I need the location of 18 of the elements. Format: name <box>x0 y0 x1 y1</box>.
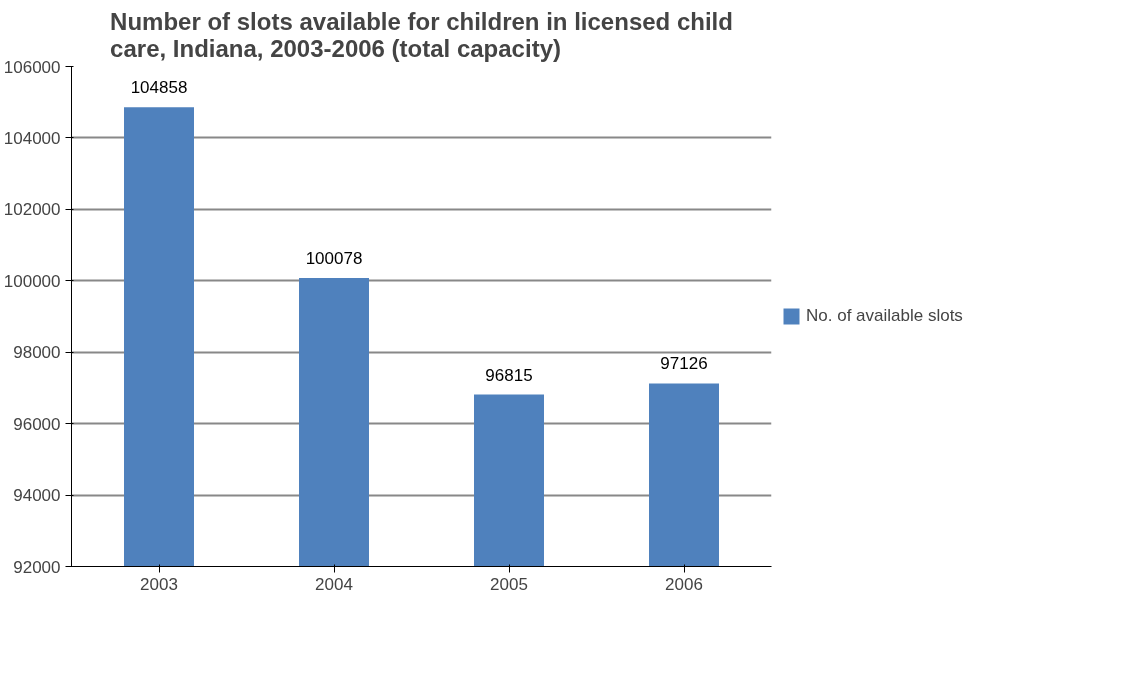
legend-label: No. of available slots <box>806 306 963 326</box>
y-tick-label: 94000 <box>13 486 61 506</box>
y-tick-label: 102000 <box>3 200 61 220</box>
data-label: 100078 <box>305 249 363 268</box>
chart-title: Number of slots available for children in licensed child care, Indiana, 2003-2006 (total capacity) <box>110 7 733 62</box>
data-label: 104858 <box>130 78 188 98</box>
y-tick-label: 104000 <box>3 128 61 148</box>
x-tick-label: 2003 <box>140 574 178 594</box>
y-tick-label: 98000 <box>13 343 61 363</box>
data-label: 97126 <box>660 354 708 374</box>
y-tick-label: 92000 <box>13 557 61 577</box>
x-tick-label: 2005 <box>490 574 528 594</box>
x-tick-label: 2004 <box>315 574 353 594</box>
y-tick-label: 96000 <box>13 414 61 434</box>
y-tick-label: 100000 <box>3 271 61 291</box>
x-tick-label: 2006 <box>665 574 703 594</box>
y-tick-label: 106000 <box>3 57 61 77</box>
data-label: 96815 <box>485 365 533 385</box>
